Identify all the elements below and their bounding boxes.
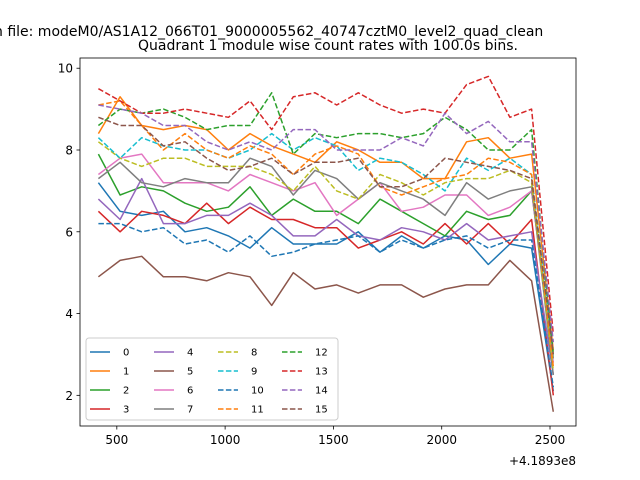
legend-label-11: 11 [251,405,264,416]
x-tick-label: 1500 [318,433,349,447]
series-line-5 [97,255,555,412]
series-line-7 [97,157,555,375]
legend-label-9: 9 [251,367,257,378]
y-tick-label: 8 [65,144,73,158]
series-line-10 [98,222,555,388]
series-layer [97,75,555,412]
series-line-11 [98,100,555,367]
legend-label-12: 12 [315,348,328,359]
series-line-9 [97,132,555,355]
series-line-12 [97,92,555,355]
y-tick-label: 4 [65,307,73,321]
series-line-1 [97,96,555,351]
x-tick-label: 2500 [535,433,566,447]
series-line-2 [97,153,555,359]
figure-suptitle: n file: modeM0/AS1A12_066T01_9000005562_… [0,24,543,40]
x-offset-label: +4.1893e8 [509,454,576,468]
legend-label-7: 7 [187,405,193,416]
series-line-0 [97,182,555,392]
legend-label-6: 6 [187,386,193,397]
legend-frame [85,337,339,421]
legend-label-2: 2 [123,386,129,397]
legend-label-0: 0 [123,348,129,359]
legend-label-14: 14 [315,386,328,397]
series-line-15 [98,116,555,355]
chart-title: Quadrant 1 module wise count rates with … [138,38,518,54]
series-line-14 [98,104,555,343]
y-tick-label: 2 [65,389,73,403]
legend-label-10: 10 [251,386,264,397]
series-line-8 [97,141,555,371]
legend-label-5: 5 [187,367,193,378]
axes-frame [79,57,577,427]
series-line-4 [97,177,555,376]
y-tick-label: 10 [58,62,73,76]
legend-label-1: 1 [123,367,129,378]
legend-label-8: 8 [251,348,257,359]
legend-label-4: 4 [187,348,193,359]
x-tick-label: 500 [105,433,128,447]
y-tick-label: 6 [65,225,73,239]
x-tick-label: 2000 [426,433,457,447]
x-tick-label: 1000 [210,433,241,447]
legend-label-15: 15 [315,405,328,416]
legend-label-13: 13 [315,367,328,378]
legend-label-3: 3 [123,405,129,416]
series-line-13 [98,75,555,335]
